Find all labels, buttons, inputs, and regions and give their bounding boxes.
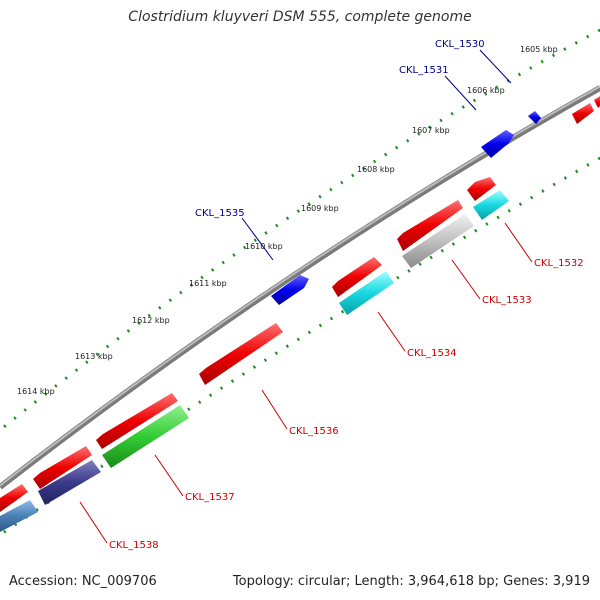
accession-text: Accession: NC_009706 (9, 574, 157, 589)
gene-ckl-1536[interactable] (199, 323, 283, 385)
gene-ckl-1531[interactable] (481, 130, 514, 158)
leader-ckl-1532 (504, 222, 533, 263)
feature-steel-left[interactable] (0, 500, 38, 532)
feature-green-1537[interactable] (102, 405, 189, 468)
label-ckl-1536[interactable]: CKL_1536 (289, 426, 339, 437)
leader-ckl-1538 (79, 501, 108, 544)
kbp-label-1612: 1612 kbp (132, 316, 170, 325)
leader-ckl-1534 (377, 311, 406, 352)
genome-backbone-highlight (0, 85, 600, 487)
genome-backbone (0, 85, 600, 490)
map-title: Clostridium kluyveri DSM 555, complete g… (128, 9, 472, 25)
kbp-label-1613: 1613 kbp (75, 352, 113, 361)
gene-red-edge-b[interactable] (594, 96, 600, 108)
gene-red-near-1533[interactable] (397, 200, 463, 251)
leader-ckl-1533 (451, 259, 481, 300)
feature-cyan-1532[interactable] (473, 190, 509, 220)
label-ckl-1537[interactable]: CKL_1537 (185, 492, 235, 503)
label-ckl-1534[interactable]: CKL_1534 (407, 348, 457, 359)
gene-ckl-1534[interactable] (332, 257, 382, 297)
label-ckl-1533[interactable]: CKL_1533 (482, 295, 532, 306)
gene-red-near-1537[interactable] (96, 393, 178, 449)
gene-red-edge-a[interactable] (572, 103, 594, 124)
gene-ckl-1535[interactable] (271, 275, 309, 305)
feature-purple-1538[interactable] (38, 460, 101, 505)
gene-ckl-1532[interactable] (467, 177, 496, 201)
kbp-label-1607: 1607 kbp (412, 126, 450, 135)
leader-ckl-1535 (241, 217, 274, 261)
gene-red-left-edge[interactable] (0, 484, 28, 512)
leader-ckl-1530 (479, 49, 512, 84)
leader-ckl-1536 (261, 389, 288, 430)
label-ckl-1538[interactable]: CKL_1538 (109, 540, 159, 551)
leader-ckl-1537 (154, 454, 184, 497)
kbp-label-1605: 1605 kbp (520, 45, 558, 54)
kbp-label-1606: 1606 kbp (467, 86, 505, 95)
kbp-label-1608: 1608 kbp (357, 165, 395, 174)
label-ckl-1530[interactable]: CKL_1530 (435, 39, 485, 50)
kbp-label-1610: 1610 kbp (245, 242, 283, 251)
label-ckl-1531[interactable]: CKL_1531 (399, 65, 449, 76)
gene-red-near-1538[interactable] (33, 446, 92, 489)
label-ckl-1532[interactable]: CKL_1532 (534, 258, 584, 269)
kbp-label-1614: 1614 kbp (17, 387, 55, 396)
kbp-label-1611: 1611 kbp (189, 279, 227, 288)
gene-ckl-1530[interactable] (528, 111, 541, 124)
label-ckl-1535[interactable]: CKL_1535 (195, 208, 245, 219)
kbp-label-1609: 1609 kbp (301, 204, 339, 213)
feature-cyan-1534[interactable] (339, 271, 394, 315)
leader-ckl-1531 (444, 75, 477, 111)
feature-grey-1533[interactable] (402, 214, 474, 268)
genome-summary-text: Topology: circular; Length: 3,964,618 bp… (232, 574, 590, 589)
